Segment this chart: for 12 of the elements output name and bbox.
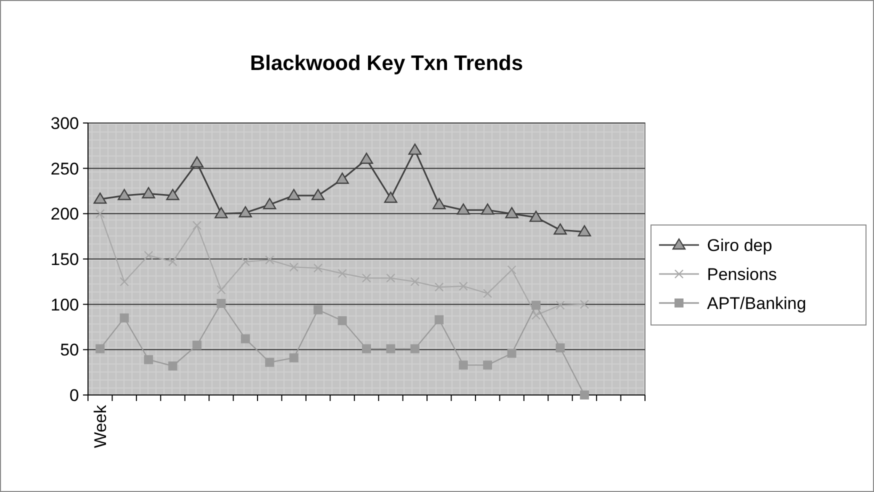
y-tick-label: 200 xyxy=(50,204,79,224)
x-tick-label: Week xyxy=(91,404,110,448)
legend-label: Giro dep xyxy=(707,236,772,255)
legend-label: APT/Banking xyxy=(707,294,806,313)
y-tick-label: 300 xyxy=(50,114,79,133)
y-tick-label: 0 xyxy=(70,386,79,405)
chart-title: Blackwood Key Txn Trends xyxy=(250,52,524,75)
y-tick-label: 100 xyxy=(50,295,79,314)
y-tick-label: 50 xyxy=(60,340,79,360)
legend-label: Pensions xyxy=(707,264,777,284)
y-tick-label: 250 xyxy=(50,159,79,178)
y-tick-label: 150 xyxy=(50,250,79,269)
